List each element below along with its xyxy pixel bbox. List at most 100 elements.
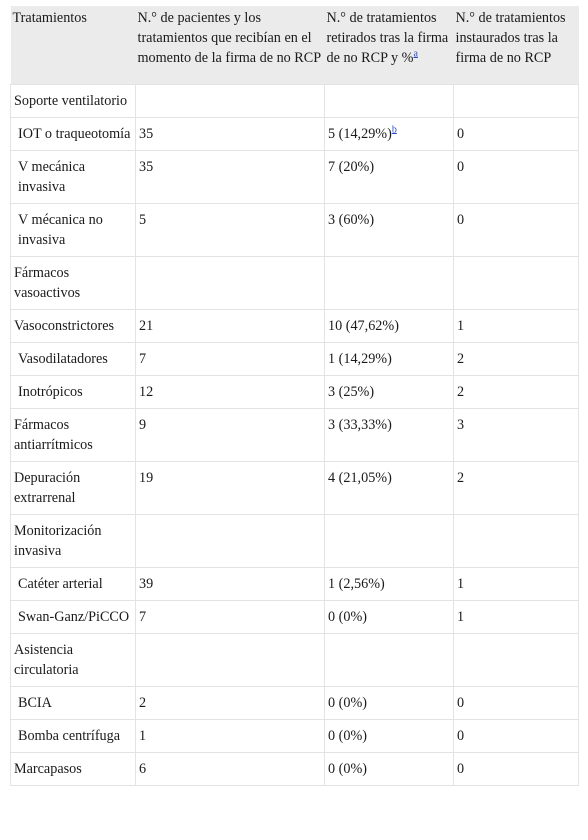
footnote-link-a[interactable]: a (413, 48, 418, 60)
table-row: Asistencia circulatoria (10, 633, 579, 687)
withdrawn-cell (324, 633, 454, 687)
withdrawn-cell: 3 (25%) (324, 375, 454, 409)
patients-cell: 21 (135, 309, 325, 343)
patients-cell: 6 (135, 752, 325, 786)
started-cell: 3 (453, 408, 579, 462)
started-cell: 2 (453, 375, 579, 409)
withdrawn-value: 4 (21,05%) (328, 469, 392, 486)
started-cell: 0 (453, 719, 579, 753)
table-row: Marcapasos 6 0 (0%) 0 (10, 752, 579, 786)
header-started: N.° de tratamientos instaurados tras la … (453, 6, 579, 84)
treatment-cell: V mecánica invasiva (10, 150, 136, 204)
treatment-cell: Vasodilatadores (10, 342, 136, 376)
table-row: V mécanica no invasiva 5 3 (60%) 0 (10, 203, 579, 257)
table-row: V mecánica invasiva 35 7 (20%) 0 (10, 150, 579, 204)
started-cell: 0 (453, 203, 579, 257)
withdrawn-cell: 0 (0%) (324, 719, 454, 753)
table-row: Soporte ventilatorio (10, 83, 579, 118)
started-cell (453, 256, 579, 310)
treatment-cell: Asistencia circulatoria (10, 633, 136, 687)
patients-cell (135, 514, 325, 568)
treatment-cell: Swan-Ganz/PiCCO (10, 600, 136, 634)
table-row: Swan-Ganz/PiCCO 7 0 (0%) 1 (10, 600, 579, 634)
table-body: Soporte ventilatorio IOT o traqueotomía 35… (10, 83, 579, 786)
patients-cell: 12 (135, 375, 325, 409)
patients-cell: 19 (135, 461, 325, 515)
patients-cell (135, 633, 325, 687)
treatment-cell: Fármacos vasoactivos (10, 256, 136, 310)
table-row: Inotrópicos 12 3 (25%) 2 (10, 375, 579, 409)
started-cell (453, 83, 579, 118)
withdrawn-cell: 7 (20%) (324, 150, 454, 204)
withdrawn-value: 3 (33,33%) (328, 416, 392, 433)
treatment-cell: Catéter arterial (10, 567, 136, 601)
patients-cell: 39 (135, 567, 325, 601)
withdrawn-cell (324, 514, 454, 568)
table-row: Fármacos vasoactivos (10, 256, 579, 310)
table-row: Fármacos antiarrítmicos 9 3 (33,33%) 3 (10, 408, 579, 462)
header-treatments: Tratamientos (10, 6, 136, 84)
treatment-cell: IOT o traqueotomía (10, 117, 136, 151)
started-cell: 2 (453, 342, 579, 376)
table-row: IOT o traqueotomía 35 5 (14,29%)b 0 (10, 117, 579, 151)
patients-cell: 1 (135, 719, 325, 753)
started-cell: 0 (453, 117, 579, 151)
header-patients: N.° de pacientes y los tratamientos que … (135, 6, 325, 84)
footnote-link-b[interactable]: b (391, 123, 397, 135)
started-cell: 0 (453, 686, 579, 720)
withdrawn-value: 0 (0%) (328, 760, 368, 777)
withdrawn-value: 1 (14,29%) (328, 350, 392, 367)
withdrawn-value: 0 (0%) (328, 608, 368, 625)
table-row: Bomba centrífuga 1 0 (0%) 0 (10, 719, 579, 753)
header-withdrawn-text: N.° de tratamientos retirados tras la fi… (326, 10, 449, 66)
withdrawn-value: 3 (25%) (328, 383, 375, 400)
started-cell: 0 (453, 150, 579, 204)
treatment-cell: BCIA (10, 686, 136, 720)
header-withdrawn: N.° de tratamientos retirados tras la fi… (324, 6, 454, 84)
withdrawn-value: 10 (47,62%) (328, 317, 399, 334)
withdrawn-cell: 0 (0%) (324, 600, 454, 634)
started-cell: 0 (453, 752, 579, 786)
started-cell: 1 (453, 309, 579, 343)
patients-cell (135, 256, 325, 310)
started-cell (453, 514, 579, 568)
started-cell: 2 (453, 461, 579, 515)
patients-cell: 35 (135, 150, 325, 204)
withdrawn-cell (324, 256, 454, 310)
patients-cell: 35 (135, 117, 325, 151)
treatments-table: Tratamientos N.° de pacientes y los trat… (10, 6, 579, 786)
withdrawn-cell: 10 (47,62%) (324, 309, 454, 343)
treatment-cell: Inotrópicos (10, 375, 136, 409)
patients-cell: 9 (135, 408, 325, 462)
started-cell (453, 633, 579, 687)
patients-cell: 2 (135, 686, 325, 720)
table-row: Monitorización invasiva (10, 514, 579, 568)
table-row: Vasodilatadores 7 1 (14,29%) 2 (10, 342, 579, 376)
withdrawn-value: 0 (0%) (328, 694, 368, 711)
withdrawn-value: 3 (60%) (328, 211, 375, 228)
withdrawn-cell: 4 (21,05%) (324, 461, 454, 515)
withdrawn-value: 0 (0%) (328, 727, 368, 744)
treatment-cell: Vasoconstrictores (10, 309, 136, 343)
treatment-cell: Bomba centrífuga (10, 719, 136, 753)
withdrawn-cell: 3 (60%) (324, 203, 454, 257)
patients-cell: 7 (135, 600, 325, 634)
withdrawn-cell: 5 (14,29%)b (324, 117, 454, 151)
withdrawn-value: 1 (2,56%) (328, 575, 385, 592)
header-row: Tratamientos N.° de pacientes y los trat… (10, 6, 579, 84)
started-cell: 1 (453, 600, 579, 634)
patients-cell: 7 (135, 342, 325, 376)
treatment-cell: Soporte ventilatorio (10, 83, 136, 118)
withdrawn-cell: 1 (14,29%) (324, 342, 454, 376)
patients-cell (135, 83, 325, 118)
table-row: Vasoconstrictores 21 10 (47,62%) 1 (10, 309, 579, 343)
table-row: BCIA 2 0 (0%) 0 (10, 686, 579, 720)
withdrawn-value: 5 (14,29%) (328, 125, 392, 142)
withdrawn-cell: 1 (2,56%) (324, 567, 454, 601)
withdrawn-cell (324, 83, 454, 118)
treatment-cell: Depuración extrarrenal (10, 461, 136, 515)
treatment-cell: Monitorización invasiva (10, 514, 136, 568)
withdrawn-cell: 0 (0%) (324, 752, 454, 786)
started-cell: 1 (453, 567, 579, 601)
withdrawn-cell: 3 (33,33%) (324, 408, 454, 462)
